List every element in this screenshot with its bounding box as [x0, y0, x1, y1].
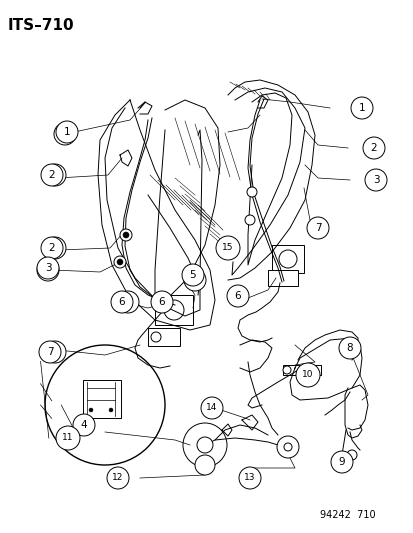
- Bar: [271, 245, 303, 273]
- Text: 7: 7: [52, 347, 58, 357]
- Circle shape: [346, 450, 356, 460]
- Text: 6: 6: [124, 297, 131, 307]
- Bar: [282, 365, 298, 375]
- Circle shape: [238, 467, 260, 489]
- Circle shape: [308, 366, 316, 374]
- Circle shape: [216, 236, 240, 260]
- Bar: [147, 328, 180, 346]
- Text: 2: 2: [52, 170, 58, 180]
- Text: 8: 8: [346, 343, 352, 353]
- Circle shape: [107, 467, 129, 489]
- Circle shape: [151, 332, 161, 342]
- Circle shape: [151, 291, 173, 313]
- Circle shape: [56, 121, 78, 143]
- Circle shape: [117, 291, 139, 313]
- Circle shape: [350, 97, 372, 119]
- Circle shape: [109, 408, 113, 412]
- Circle shape: [89, 408, 93, 412]
- Text: 2: 2: [52, 243, 58, 253]
- Circle shape: [182, 264, 204, 286]
- Text: 6: 6: [119, 297, 125, 307]
- Circle shape: [41, 237, 63, 259]
- Text: 3: 3: [45, 265, 51, 275]
- Text: 94242  710: 94242 710: [319, 510, 375, 520]
- Circle shape: [295, 363, 319, 387]
- Text: 2: 2: [49, 170, 55, 180]
- Text: 1: 1: [358, 103, 364, 113]
- Text: 6: 6: [158, 297, 165, 307]
- Text: 9: 9: [338, 457, 344, 467]
- Circle shape: [44, 341, 66, 363]
- Text: 13: 13: [244, 473, 255, 482]
- Circle shape: [306, 217, 328, 239]
- Text: 5: 5: [191, 275, 198, 285]
- Circle shape: [197, 437, 212, 453]
- Bar: [304, 365, 320, 375]
- Bar: [267, 270, 297, 286]
- Circle shape: [201, 397, 223, 419]
- Circle shape: [226, 285, 248, 307]
- Circle shape: [37, 257, 59, 279]
- Circle shape: [44, 237, 66, 259]
- Circle shape: [330, 451, 352, 473]
- Circle shape: [183, 269, 206, 291]
- Text: 5: 5: [189, 270, 196, 280]
- Circle shape: [56, 426, 80, 450]
- Circle shape: [276, 436, 298, 458]
- Text: 3: 3: [372, 175, 378, 185]
- Text: ITS–710: ITS–710: [8, 18, 74, 33]
- Circle shape: [244, 215, 254, 225]
- Circle shape: [123, 232, 129, 238]
- Text: 2: 2: [49, 243, 55, 253]
- Circle shape: [114, 256, 126, 268]
- Text: 1: 1: [62, 129, 68, 139]
- Bar: [83, 380, 121, 418]
- Circle shape: [120, 229, 132, 241]
- Text: 15: 15: [222, 244, 233, 253]
- Text: 3: 3: [45, 263, 51, 273]
- Circle shape: [282, 366, 290, 374]
- Circle shape: [117, 259, 123, 265]
- Circle shape: [338, 337, 360, 359]
- Circle shape: [111, 291, 133, 313]
- Text: 7: 7: [47, 347, 53, 357]
- Text: 14: 14: [206, 403, 217, 413]
- Circle shape: [362, 137, 384, 159]
- Text: 1: 1: [64, 127, 70, 137]
- Text: 11: 11: [62, 433, 74, 442]
- Circle shape: [247, 187, 256, 197]
- Circle shape: [73, 414, 95, 436]
- Circle shape: [44, 164, 66, 186]
- Text: 4: 4: [81, 420, 87, 430]
- Circle shape: [195, 455, 214, 475]
- Circle shape: [283, 443, 291, 451]
- Bar: [154, 295, 192, 325]
- Circle shape: [37, 259, 59, 281]
- Text: 6: 6: [234, 291, 241, 301]
- Circle shape: [364, 169, 386, 191]
- Circle shape: [39, 341, 61, 363]
- Circle shape: [41, 164, 63, 186]
- Text: 7: 7: [314, 223, 320, 233]
- Text: 2: 2: [370, 143, 376, 153]
- Circle shape: [54, 123, 76, 145]
- Text: 10: 10: [301, 370, 313, 379]
- Text: 12: 12: [112, 473, 123, 482]
